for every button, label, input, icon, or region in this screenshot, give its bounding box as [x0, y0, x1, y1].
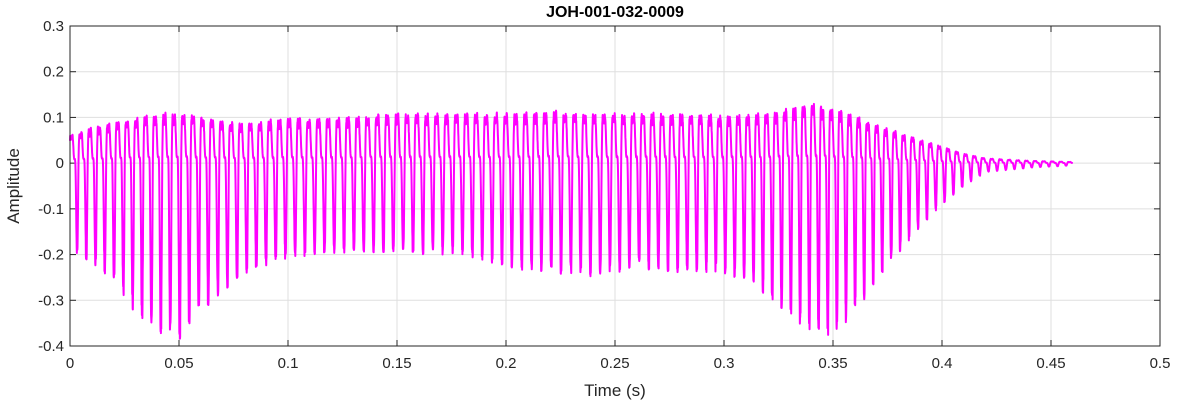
- waveform-line: [69, 102, 1074, 340]
- y-tick-label: 0: [56, 155, 64, 172]
- x-tick-label: 0: [66, 355, 74, 372]
- x-tick-label: 0.25: [600, 355, 629, 372]
- chart-title: JOH-001-032-0009: [546, 4, 684, 21]
- y-tick-label: -0.2: [38, 247, 64, 264]
- y-axis-title: Amplitude: [4, 148, 23, 224]
- y-tick-label: -0.1: [38, 201, 64, 218]
- x-tick-label: 0.1: [278, 355, 299, 372]
- x-axis-title: Time (s): [584, 381, 646, 400]
- series-group: [69, 102, 1074, 340]
- y-tick-label: -0.3: [38, 292, 64, 309]
- x-tick-label: 0.3: [714, 355, 735, 372]
- y-tick-label: 0.2: [43, 64, 64, 81]
- plot-frame: [69, 25, 1161, 347]
- y-tick-label: 0.3: [43, 18, 64, 35]
- x-axis-ticks: 0 0.05 0.1 0.15 0.2 0.25 0.3 0.35 0.4 0.45 0.5: [66, 26, 1171, 372]
- x-tick-label: 0.2: [496, 355, 517, 372]
- x-tick-label: 0.45: [1036, 355, 1065, 372]
- x-tick-label: 0.15: [382, 355, 411, 372]
- y-tick-label: -0.4: [38, 338, 64, 355]
- x-tick-label: 0.5: [1150, 355, 1171, 372]
- x-tick-label: 0.05: [164, 355, 193, 372]
- y-tick-label: 0.1: [43, 109, 64, 126]
- x-tick-label: 0.35: [818, 355, 847, 372]
- x-tick-label: 0.4: [932, 355, 953, 372]
- y-axis-ticks: -0.4 -0.3 -0.2 -0.1 0 0.1 0.2 0.3: [38, 18, 1160, 355]
